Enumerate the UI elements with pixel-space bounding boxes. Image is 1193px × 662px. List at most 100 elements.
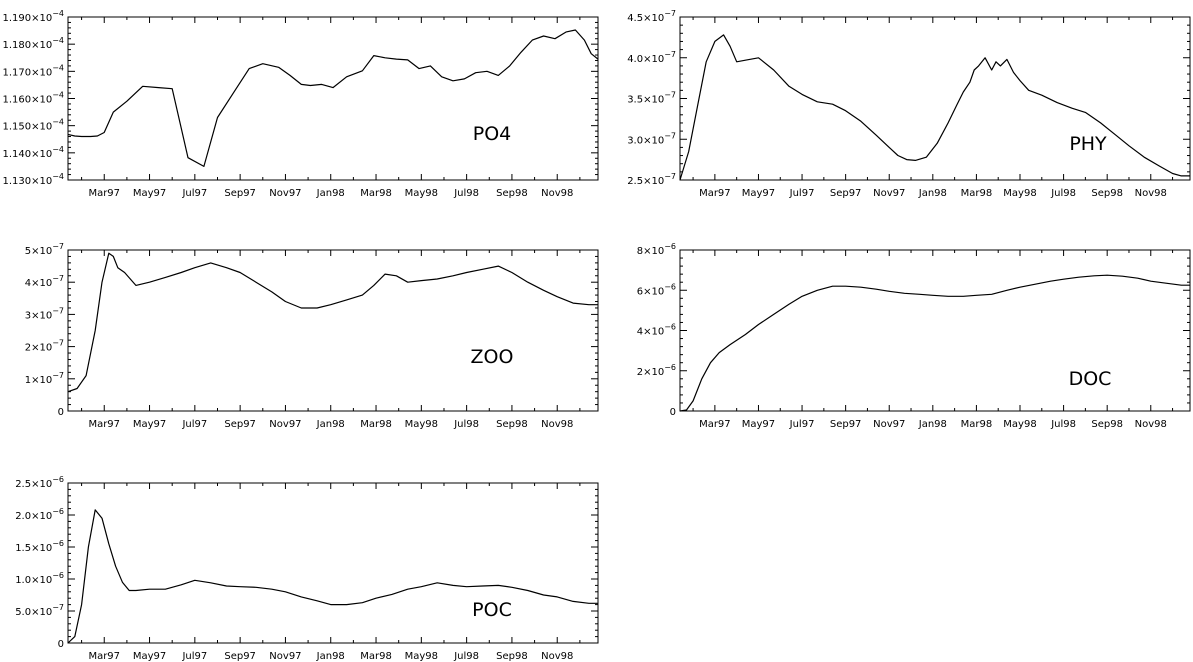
x-tick-label: May97 xyxy=(133,188,166,199)
y-tick-label: 1×10−7 xyxy=(25,371,64,386)
x-tick-label: Sep98 xyxy=(496,651,528,662)
x-tick-label: Jan98 xyxy=(316,188,345,199)
y-tick-label: 1.150×10−4 xyxy=(2,118,64,133)
x-tick-label: Nov97 xyxy=(269,188,301,199)
x-tick-label: Mar98 xyxy=(360,419,392,430)
x-tick-label: Mar98 xyxy=(360,188,392,199)
x-tick-label: May97 xyxy=(133,651,166,662)
x-tick-label: Nov98 xyxy=(541,419,573,430)
y-tick-label: 4×10−7 xyxy=(25,274,64,289)
x-tick-label: Nov97 xyxy=(873,419,905,430)
series-line xyxy=(67,29,599,167)
x-tick-label: Jul97 xyxy=(181,188,207,199)
x-tick-label: Mar98 xyxy=(961,188,993,199)
plot-frame xyxy=(679,249,1191,412)
x-tick-label: May98 xyxy=(1003,188,1036,199)
x-tick-label: Mar97 xyxy=(88,651,120,662)
x-tick-label: Jul97 xyxy=(181,651,207,662)
x-tick-label: Mar97 xyxy=(699,419,731,430)
y-tick-label: 1.180×10−4 xyxy=(2,36,64,51)
x-tick-label: May98 xyxy=(405,651,438,662)
y-tick-label: 5.0×10−7 xyxy=(15,603,64,618)
y-tick-label: 3.5×10−7 xyxy=(627,91,676,106)
y-tick-label: 4.0×10−7 xyxy=(627,50,676,65)
x-tick-label: Sep98 xyxy=(1091,188,1123,199)
x-tick-label: Jul98 xyxy=(453,651,479,662)
x-tick-label: Jul98 xyxy=(1050,188,1076,199)
x-tick-label: Sep97 xyxy=(224,651,256,662)
y-tick-label: 0 xyxy=(58,639,64,650)
x-tick-label: Nov98 xyxy=(541,651,573,662)
x-tick-label: May97 xyxy=(133,419,166,430)
y-tick-label: 2×10−6 xyxy=(637,363,676,378)
y-tick-label: 1.170×10−4 xyxy=(2,63,64,78)
y-tick-label: 1.130×10−4 xyxy=(2,172,64,187)
plot-frame xyxy=(679,16,1191,181)
variable-label: ZOO xyxy=(471,346,514,368)
variable-label: DOC xyxy=(1069,368,1112,390)
y-tick-label: 1.5×10−6 xyxy=(15,539,64,554)
x-tick-label: May98 xyxy=(1003,419,1036,430)
x-tick-label: Jan98 xyxy=(918,419,947,430)
y-tick-label: 8×10−6 xyxy=(637,242,676,257)
x-tick-label: Jul97 xyxy=(789,188,815,199)
x-tick-label: Mar98 xyxy=(961,419,993,430)
y-tick-label: 3×10−7 xyxy=(25,306,64,321)
x-tick-label: Jul98 xyxy=(1050,419,1076,430)
x-tick-label: Nov97 xyxy=(269,651,301,662)
y-tick-label: 1.0×10−6 xyxy=(15,571,64,586)
series-line xyxy=(679,34,1190,181)
y-tick-label: 1.160×10−4 xyxy=(2,91,64,106)
x-tick-label: Sep97 xyxy=(224,419,256,430)
x-tick-label: May97 xyxy=(742,419,775,430)
x-tick-label: Mar97 xyxy=(699,188,731,199)
y-tick-label: 2.0×10−6 xyxy=(15,507,64,522)
y-tick-label: 2×10−7 xyxy=(25,339,64,354)
y-tick-label: 1.140×10−4 xyxy=(2,145,64,160)
x-tick-label: Jul97 xyxy=(789,419,815,430)
variable-label: PHY xyxy=(1069,133,1107,155)
series-line xyxy=(67,252,598,393)
x-tick-label: Jul98 xyxy=(453,419,479,430)
y-tick-label: 4×10−6 xyxy=(637,323,676,338)
plot-frame xyxy=(67,16,599,181)
y-tick-label: 3.0×10−7 xyxy=(627,131,676,146)
x-tick-label: Jan98 xyxy=(316,651,345,662)
x-tick-label: Sep97 xyxy=(830,188,862,199)
x-tick-label: Sep98 xyxy=(496,419,528,430)
x-tick-label: Sep97 xyxy=(224,188,256,199)
series-line xyxy=(679,274,1190,412)
x-tick-label: Nov97 xyxy=(873,188,905,199)
plot-frame xyxy=(67,482,599,644)
series-line xyxy=(67,509,598,644)
x-tick-label: Nov97 xyxy=(269,419,301,430)
y-tick-label: 6×10−6 xyxy=(637,282,676,297)
y-tick-label: 1.190×10−4 xyxy=(2,9,64,24)
y-tick-label: 2.5×10−6 xyxy=(15,475,64,490)
panel-phy: Mar97 May97 Jul97 Sep97 Nov97 Jan98 Mar98 May98… xyxy=(627,9,1191,199)
x-tick-label: Nov98 xyxy=(541,188,573,199)
panel-doc: Mar97 May97 Jul97 Sep97 Nov97 Jan98 Mar98 May98… xyxy=(637,242,1191,430)
x-tick-label: Mar97 xyxy=(88,419,120,430)
y-tick-label: 0 xyxy=(670,407,676,418)
panel-poc: Mar97 May97 Jul97 Sep97 Nov97 Jan98 Mar98 May98… xyxy=(15,475,599,662)
variable-label: POC xyxy=(472,599,512,621)
x-tick-label: Sep98 xyxy=(496,188,528,199)
x-tick-label: May98 xyxy=(405,188,438,199)
x-tick-label: Sep97 xyxy=(830,419,862,430)
x-tick-label: Jan98 xyxy=(918,188,947,199)
x-tick-label: Jan98 xyxy=(316,419,345,430)
x-tick-label: May97 xyxy=(742,188,775,199)
x-tick-label: Jul97 xyxy=(181,419,207,430)
y-tick-label: 5×10−7 xyxy=(25,242,64,257)
x-tick-label: Mar97 xyxy=(88,188,120,199)
panel-zoo: Mar97 May97 Jul97 Sep97 Nov97 Jan98 Mar98 May98… xyxy=(25,242,599,430)
x-tick-label: Sep98 xyxy=(1091,419,1123,430)
y-tick-label: 0 xyxy=(58,407,64,418)
variable-label: PO4 xyxy=(473,123,512,145)
x-tick-label: Jul98 xyxy=(453,188,479,199)
y-tick-label: 4.5×10−7 xyxy=(627,9,676,24)
x-tick-label: Nov98 xyxy=(1135,188,1167,199)
panel-po4: Mar97 May97 Jul97 Sep97 Nov97 Jan98 Mar98 May98… xyxy=(2,9,599,199)
